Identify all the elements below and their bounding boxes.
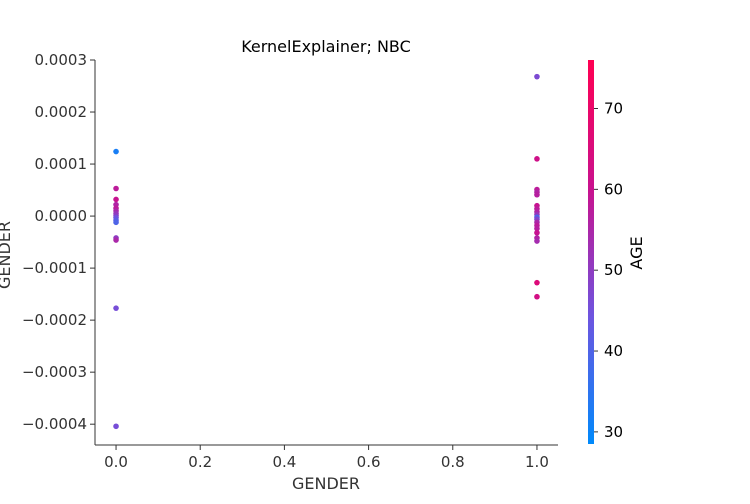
x-tick-label: 0.6 bbox=[357, 453, 381, 471]
colorbar-ticks: 30 40 50 60 70 bbox=[594, 100, 623, 441]
colorbar-tick-label: 70 bbox=[604, 100, 623, 118]
colorbar bbox=[588, 60, 594, 444]
colorbar-label: AGE bbox=[627, 236, 646, 269]
chart-title: KernelExplainer; NBC bbox=[241, 37, 411, 56]
y-tick-label: −0.0004 bbox=[22, 415, 87, 433]
x-tick-label: 0.0 bbox=[104, 453, 128, 471]
data-point bbox=[534, 225, 540, 232]
data-point bbox=[113, 148, 119, 155]
y-tick-label: −0.0001 bbox=[22, 259, 87, 277]
colorbar-tick-label: 30 bbox=[604, 423, 623, 441]
y-tick-label: −0.0002 bbox=[22, 311, 87, 329]
data-point bbox=[113, 237, 119, 243]
data-point bbox=[113, 196, 119, 203]
data-point bbox=[534, 238, 540, 244]
data-point bbox=[113, 219, 119, 226]
x-axis-label: GENDER bbox=[292, 474, 360, 493]
x-tick-label: 1.0 bbox=[525, 453, 549, 471]
y-tick-label: −0.0003 bbox=[22, 363, 87, 381]
data-point bbox=[534, 229, 540, 236]
data-point bbox=[534, 191, 540, 198]
data-point bbox=[113, 305, 119, 311]
x-tick-label: 0.4 bbox=[272, 453, 296, 471]
x-tick-label: 0.8 bbox=[441, 453, 465, 471]
y-tick-label: 0.0002 bbox=[35, 103, 88, 121]
colorbar-tick-label: 40 bbox=[604, 342, 623, 360]
data-point bbox=[534, 73, 540, 80]
data-point bbox=[534, 156, 540, 162]
x-tick-label: 0.2 bbox=[188, 453, 212, 471]
y-tick-label: 0.0001 bbox=[35, 155, 88, 173]
x-axis-ticks: 0.0 0.2 0.4 0.6 0.8 1.0 bbox=[104, 445, 549, 471]
colorbar-tick-label: 50 bbox=[604, 261, 623, 279]
y-tick-label: 0.0000 bbox=[35, 207, 88, 225]
y-axis-ticks: 0.0003 0.0002 0.0001 0.0000 −0.0001 −0.0002 −0… bbox=[22, 51, 95, 433]
colorbar-tick-label: 60 bbox=[604, 180, 623, 198]
data-point bbox=[113, 423, 119, 430]
y-axis-label: GENDER bbox=[0, 221, 14, 289]
data-point bbox=[113, 185, 119, 192]
data-point bbox=[534, 293, 540, 300]
data-points bbox=[113, 73, 540, 430]
y-tick-label: 0.0003 bbox=[35, 51, 88, 69]
data-point bbox=[534, 279, 540, 286]
